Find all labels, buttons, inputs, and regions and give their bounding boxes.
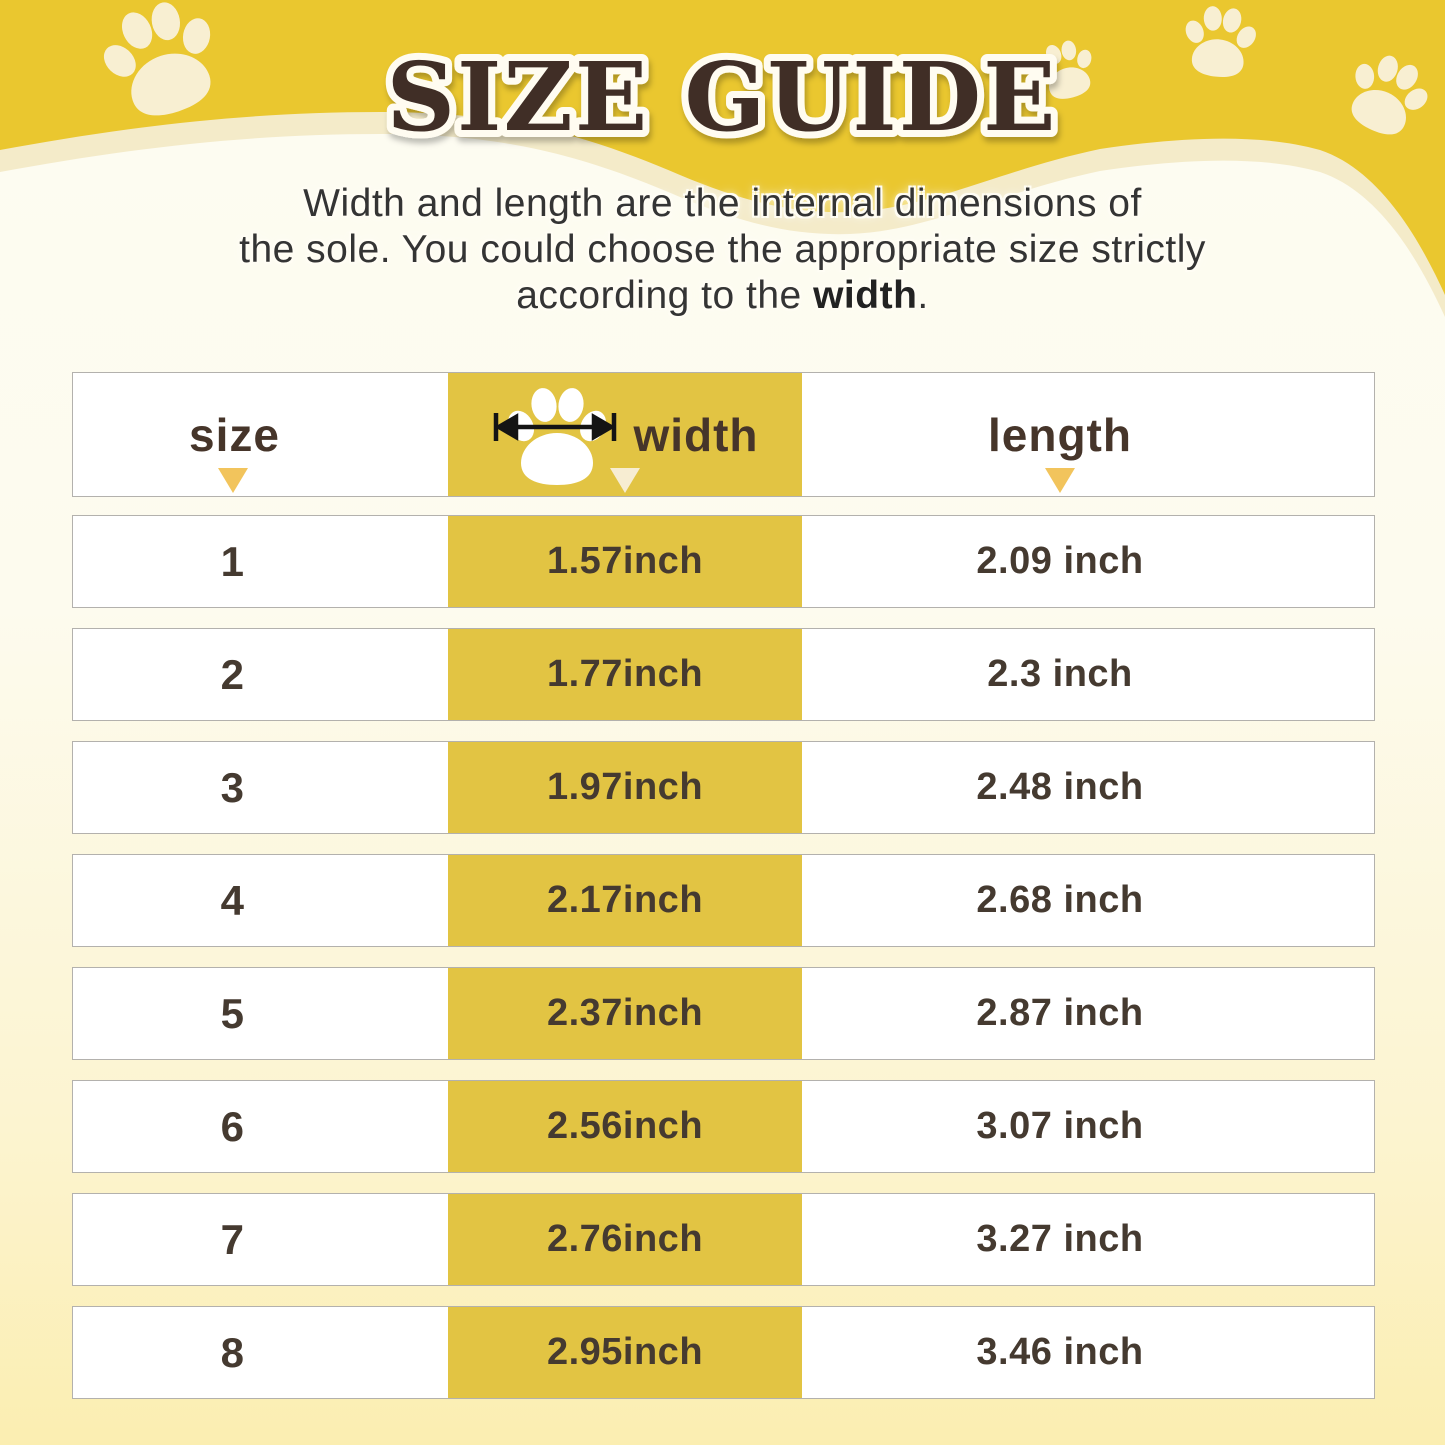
length-value: 2.48 inch [976,766,1144,808]
description-line: the sole. You could choose the appropria… [239,228,1206,271]
size-column-header: size [189,408,280,461]
table-row: 8 2.95inch 3.46 inch [72,1306,1375,1399]
length-value: 2.87 inch [976,992,1144,1034]
length-value: 2.3 inch [987,653,1133,695]
triangle-down-pointer [610,468,640,493]
table-row: 4 2.17inch 2.68 inch [72,854,1375,947]
description: Width and length are the internal dimens… [0,181,1445,319]
banner: SIZE GUIDE [0,0,1445,317]
size-value: 1 [220,537,245,585]
width-column-highlight [448,742,802,833]
table-header-row: size width [72,372,1375,497]
size-value: 8 [220,1328,245,1376]
width-arrow-icon [494,412,617,441]
table-row: 1 1.57inch 2.09 inch [72,515,1375,608]
table-row: 2 1.77inch 2.3 inch [72,628,1375,721]
page-title: SIZE GUIDE [386,42,1057,153]
header-cell-size: size [73,373,448,496]
length-column-header: length [988,408,1132,461]
length-value: 2.68 inch [976,879,1144,921]
size-value: 5 [220,989,245,1037]
width-column-highlight [448,855,802,946]
length-value: 2.09 inch [976,540,1144,582]
width-value: 2.17inch [546,879,704,921]
width-value: 2.37inch [546,992,704,1034]
width-emphasis: width [813,274,918,317]
header-cell-width: width [448,373,802,496]
width-column-highlight [448,516,802,607]
width-value: 2.76inch [546,1218,704,1260]
width-value: 1.97inch [546,766,704,808]
triangle-down-pointer [1045,468,1075,493]
header-cell-length: length [802,373,1374,496]
table-body: 1 1.57inch 2.09 inch 2 1.77inch 2.3 inch… [72,515,1375,1399]
table-row: 6 2.56inch 3.07 inch [72,1080,1375,1173]
triangle-down-pointer [217,468,248,493]
description-line: according to the width. [516,274,929,317]
width-column-header: width [633,408,759,461]
size-value: 4 [220,876,245,924]
width-value: 1.57inch [546,540,704,582]
table-row: 3 1.97inch 2.48 inch [72,741,1375,834]
length-value: 3.07 inch [976,1105,1144,1147]
size-value: 2 [220,650,245,698]
length-value: 3.46 inch [976,1331,1144,1373]
width-value: 2.95inch [546,1331,704,1373]
length-value: 3.27 inch [976,1218,1144,1260]
width-column-highlight [448,1194,802,1285]
size-value: 6 [220,1102,245,1150]
width-value: 1.77inch [546,653,704,695]
table-row: 5 2.37inch 2.87 inch [72,967,1375,1060]
width-column-highlight [448,629,802,720]
width-value: 2.56inch [546,1105,704,1147]
width-column-highlight [448,1307,802,1398]
size-value: 7 [220,1215,245,1263]
description-line: Width and length are the internal dimens… [303,182,1142,225]
width-column-highlight [448,968,802,1059]
paw-width-measure-icon [494,385,617,485]
table-row: 7 2.76inch 3.27 inch [72,1193,1375,1286]
size-value: 3 [220,763,245,811]
size-table: size width [72,372,1375,1399]
width-column-highlight [448,1081,802,1172]
